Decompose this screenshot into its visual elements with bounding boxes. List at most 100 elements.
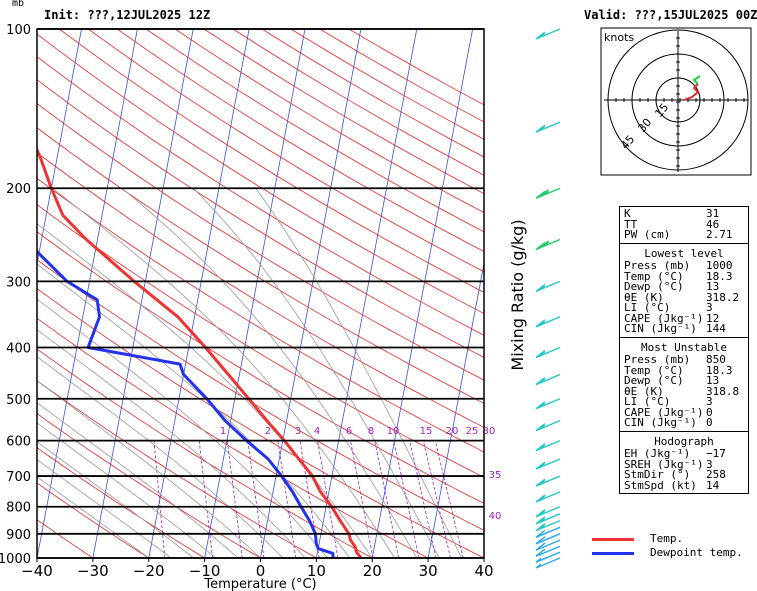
wind-barb-half-flag bbox=[539, 495, 546, 501]
lowest-level-row: Dewp (°C) 13 bbox=[620, 280, 748, 293]
lowest-level-row: CIN (Jkg⁻¹) 144 bbox=[620, 322, 748, 335]
wind-barb-flag bbox=[535, 349, 546, 359]
most-unstable-block: Most Unstable Press (mb) 850 Temp (°C) 18.3… bbox=[620, 336, 748, 431]
mixing-ratio-label: 15 bbox=[420, 426, 433, 437]
most-unstable-key: CAPE (Jkg⁻¹) bbox=[624, 405, 704, 419]
temperature-tick-label: 40 bbox=[474, 562, 493, 580]
moist-adiabat bbox=[193, 187, 440, 558]
wind-barb bbox=[535, 398, 561, 410]
pressure-tick-label: 800 bbox=[6, 501, 31, 516]
mixing-ratio-line bbox=[198, 440, 213, 558]
wind-barb-staff bbox=[535, 545, 561, 557]
temperature-tick-label: −20 bbox=[133, 562, 165, 580]
lowest-level-row: LI (°C) 3 bbox=[620, 301, 748, 314]
wind-barb-flag bbox=[535, 542, 546, 551]
wind-barb bbox=[535, 539, 561, 551]
mixing-ratio-label: 10 bbox=[387, 426, 400, 437]
mixing-ratio-label: 8 bbox=[368, 426, 374, 437]
pressure-tick-label: 300 bbox=[6, 275, 31, 290]
wind-barb bbox=[535, 121, 561, 133]
lowest-level-value: 18.3 bbox=[706, 269, 733, 283]
wind-barb bbox=[535, 420, 561, 432]
wind-barb-flag bbox=[535, 478, 546, 487]
wind-barb-flag bbox=[535, 283, 546, 292]
hodograph-trace-high bbox=[692, 75, 701, 85]
mixing-ratio-label: 3 bbox=[295, 426, 301, 437]
most-unstable-title: Most Unstable bbox=[640, 340, 728, 354]
lowest-level-key: Temp (°C) bbox=[624, 269, 684, 283]
wind-barb-flag bbox=[535, 536, 546, 545]
most-unstable-row: CAPE (Jkg⁻¹) 0 bbox=[620, 405, 748, 419]
moist-adiabat bbox=[37, 476, 150, 558]
mixing-ratio-title: Mixing Ratio (g/kg) bbox=[508, 219, 527, 370]
moist-adiabat bbox=[37, 459, 172, 558]
wind-barb-half-flag bbox=[539, 479, 546, 486]
init-time: Init: ???,12JUL2025 12Z bbox=[44, 8, 211, 22]
most-unstable-key: Press (mb) bbox=[624, 353, 691, 366]
wind-barb bbox=[535, 458, 561, 470]
mixing-ratio-label: 35 bbox=[489, 470, 502, 481]
most-unstable-value: 0 bbox=[706, 416, 713, 429]
wind-barb bbox=[535, 28, 561, 40]
lowest-level-key: θE (K) bbox=[624, 290, 664, 304]
most-unstable-value: 13 bbox=[706, 374, 720, 387]
dry-adiabat bbox=[37, 317, 429, 558]
pressure-tick-label: 700 bbox=[6, 470, 31, 485]
mixing-ratio-label: 2 bbox=[265, 426, 271, 437]
pressure-tick-label: 100 bbox=[6, 23, 31, 38]
wind-barb bbox=[535, 545, 561, 557]
lowest-level-value: 12 bbox=[706, 311, 720, 325]
most-unstable-key: θE (K) bbox=[624, 384, 664, 398]
mixing-ratio-label: 1 bbox=[220, 426, 226, 437]
dry-adiabat bbox=[37, 177, 484, 453]
mixing-ratio-line bbox=[374, 440, 400, 558]
lowest-level-key: CIN (Jkg⁻¹) bbox=[624, 322, 697, 335]
most-unstable-row: CIN (Jkg⁻¹) 0 bbox=[620, 416, 748, 429]
wind-barb-staff bbox=[535, 439, 561, 452]
wind-barb-staff bbox=[535, 373, 561, 386]
isotherm bbox=[371, 29, 474, 558]
most-unstable-row: Dewp (°C) 13 bbox=[620, 374, 748, 387]
hodograph-stat-row: StmDir (°) 258 bbox=[620, 468, 748, 481]
indices-panel: K 31 TT 46 PW (cm) 2.71 Lowest level Press (m… bbox=[619, 206, 749, 494]
wind-barb-half-flag bbox=[539, 351, 546, 357]
lowest-level-key: LI (°C) bbox=[624, 301, 671, 314]
lowest-level-value: 1000 bbox=[706, 259, 733, 272]
wind-barb-half-flag bbox=[539, 517, 546, 523]
wind-barb-staff bbox=[535, 280, 561, 293]
dry-adiabat bbox=[37, 231, 484, 504]
lowest-level-block: Lowest level Press (mb) 1000 Temp (°C) 18.3… bbox=[620, 242, 748, 337]
dry-adiabat bbox=[37, 127, 484, 404]
wind-barb-staff bbox=[535, 121, 561, 133]
wind-barb-staff bbox=[535, 346, 561, 359]
hodograph-stat-value: 3 bbox=[706, 457, 713, 471]
hodograph-title: Hodograph bbox=[654, 434, 714, 448]
legend-temp: Temp. bbox=[592, 532, 683, 545]
wind-barb-flag bbox=[535, 319, 546, 328]
wind-barb-flag bbox=[535, 461, 546, 470]
hodograph-stat-value: 258 bbox=[706, 468, 726, 481]
wind-barb-flag bbox=[539, 240, 550, 249]
isotherm bbox=[92, 29, 194, 558]
wind-barb-staff bbox=[535, 539, 561, 551]
wind-barb-staff bbox=[535, 475, 561, 487]
index-value: 31 bbox=[706, 207, 720, 220]
hodograph-stat-key: StmSpd (kt) bbox=[624, 478, 697, 492]
wind-barb-half-flag bbox=[539, 126, 546, 132]
wind-barb-half-flag bbox=[535, 563, 542, 569]
wind-barb-flag bbox=[535, 523, 546, 532]
moist-adiabat bbox=[37, 402, 239, 558]
moist-adiabat bbox=[37, 223, 373, 558]
most-unstable-row: Press (mb) 850 bbox=[620, 353, 748, 366]
wind-barb-half-flag bbox=[539, 285, 546, 291]
dry-adiabat bbox=[37, 519, 94, 558]
wind-barb bbox=[535, 439, 561, 452]
wind-barb bbox=[535, 316, 561, 328]
wind-barb-flag bbox=[535, 190, 546, 199]
dry-adiabat bbox=[37, 56, 484, 336]
wind-barb-half-flag bbox=[539, 444, 546, 450]
index-key: PW (cm) bbox=[624, 228, 671, 241]
lowest-level-value: 13 bbox=[706, 280, 720, 293]
index-value: 2.71 bbox=[706, 228, 733, 241]
